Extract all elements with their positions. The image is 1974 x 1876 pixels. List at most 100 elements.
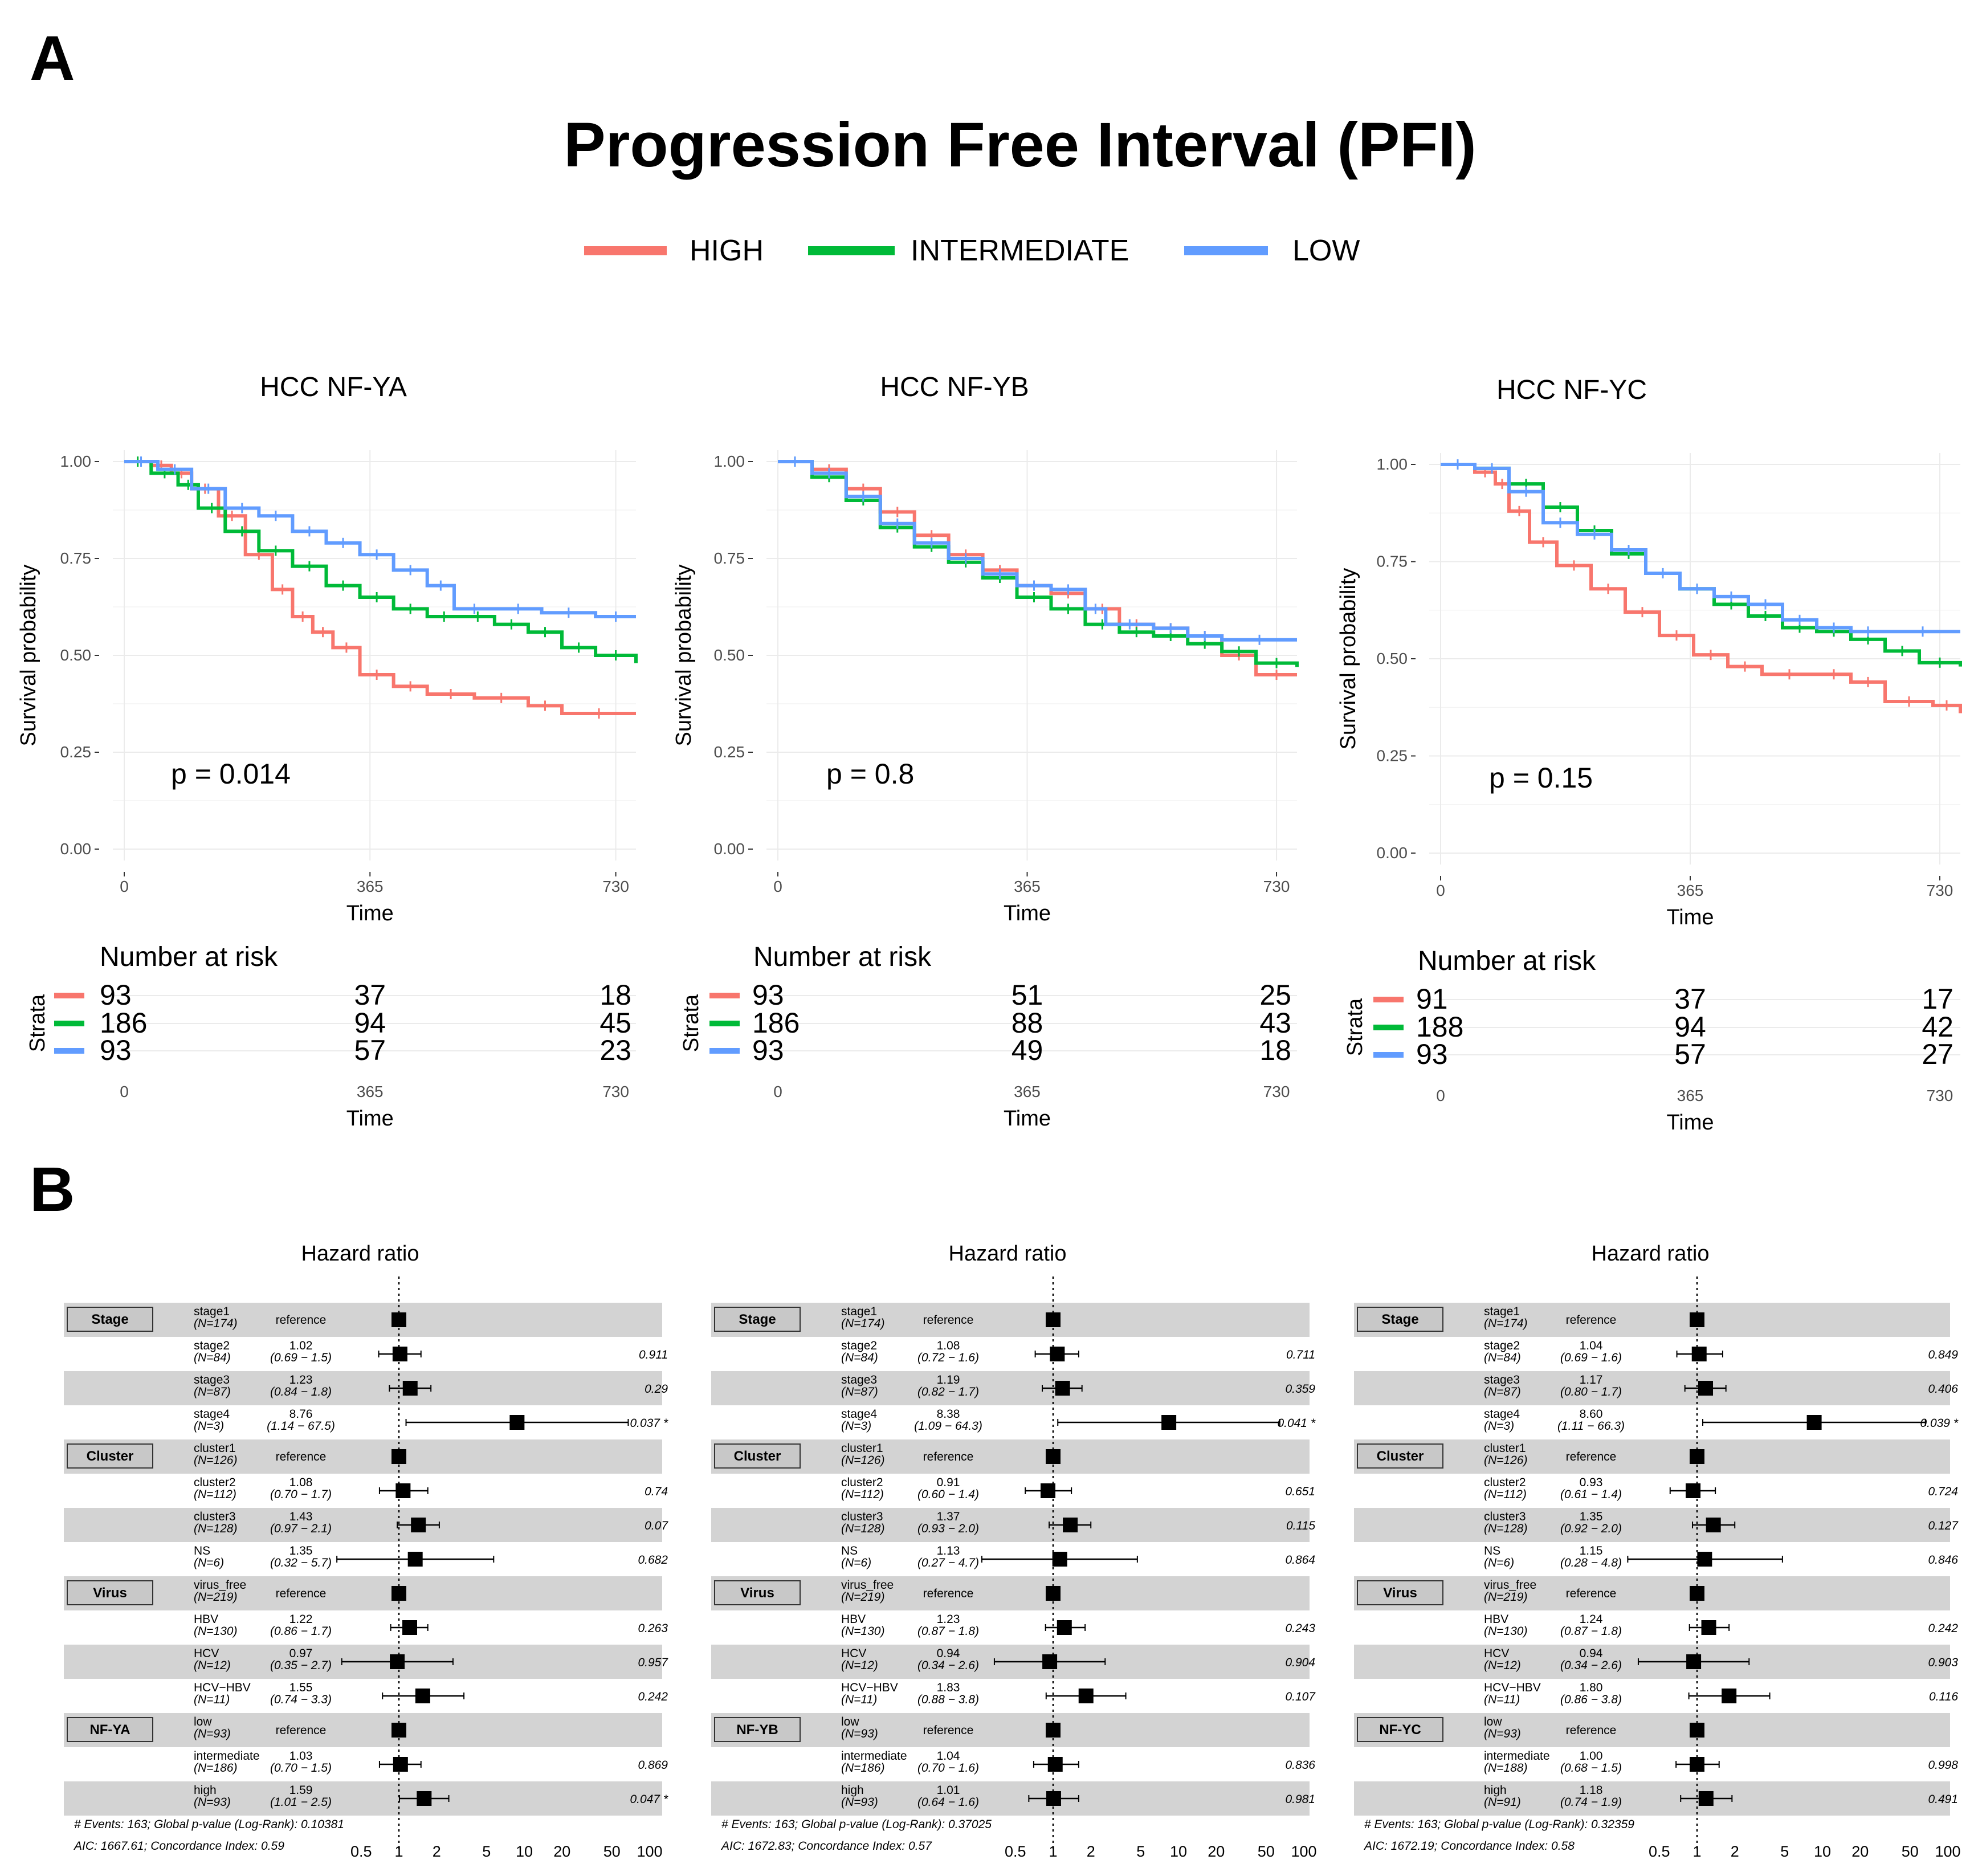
forest-x-tick-label: 5 bbox=[482, 1843, 491, 1860]
forest-row-band bbox=[711, 1713, 1310, 1747]
forest-hr-square bbox=[1046, 1312, 1061, 1327]
forest-p-value: 0.039 * bbox=[1920, 1417, 1958, 1430]
risk-count: 94 bbox=[1674, 1011, 1706, 1043]
km-curve-high bbox=[124, 460, 636, 715]
risk-count: 42 bbox=[1922, 1011, 1953, 1043]
forest-group-box bbox=[1357, 1307, 1443, 1332]
forest-n-label: (N=12) bbox=[194, 1659, 231, 1672]
forest-ci: (0.68 − 1.5) bbox=[1560, 1761, 1622, 1775]
km-title: HCC NF-YA bbox=[260, 372, 407, 402]
risk-count: 43 bbox=[1259, 1007, 1291, 1039]
forest-n-label: (N=112) bbox=[194, 1488, 236, 1501]
forest-group-label: Stage bbox=[91, 1312, 128, 1327]
forest-x-tick-label: 1 bbox=[1049, 1843, 1057, 1860]
forest-hr-square bbox=[1063, 1518, 1078, 1532]
forest-p-value: 0.849 bbox=[1928, 1348, 1958, 1361]
risk-count: 91 bbox=[1416, 983, 1448, 1015]
forest-hr-square bbox=[1050, 1347, 1065, 1361]
km-curve-intermediate bbox=[1441, 463, 1962, 667]
forest-var-label: NS bbox=[1484, 1544, 1500, 1557]
forest-ci: (0.87 − 1.8) bbox=[1560, 1625, 1622, 1638]
forest-p-value: 0.682 bbox=[638, 1553, 668, 1567]
forest-var-label: low bbox=[841, 1715, 859, 1728]
forest-p-value: 0.491 bbox=[1928, 1793, 1958, 1806]
forest-row-band bbox=[1354, 1508, 1950, 1542]
risk-count: 25 bbox=[1259, 979, 1291, 1011]
forest-ci: (0.92 − 2.0) bbox=[1560, 1522, 1622, 1535]
risk-count: 93 bbox=[100, 979, 132, 1011]
forest-n-label: (N=87) bbox=[841, 1385, 878, 1398]
forest-group-label: Cluster bbox=[87, 1449, 134, 1464]
forest-estimate: 1.55 bbox=[289, 1681, 313, 1694]
y-tick-label: 1.00 bbox=[1377, 455, 1408, 473]
forest-hr-square bbox=[1042, 1654, 1058, 1669]
risk-count: 93 bbox=[1416, 1038, 1448, 1070]
forest-p-value: 0.998 bbox=[1928, 1759, 1958, 1772]
forest-p-value: 0.116 bbox=[1929, 1690, 1958, 1703]
y-axis-title: Survival probability bbox=[17, 565, 40, 747]
forest-var-label: virus_free bbox=[194, 1579, 246, 1592]
risk-count: 94 bbox=[354, 1007, 386, 1039]
forest-hr-square bbox=[1046, 1586, 1061, 1601]
forest-ci: (0.28 − 4.8) bbox=[1560, 1556, 1622, 1569]
forest-ci: (0.69 − 1.6) bbox=[1560, 1351, 1622, 1364]
forest-ci: (1.09 − 64.3) bbox=[914, 1420, 982, 1433]
forest-hr-square bbox=[391, 1312, 406, 1327]
forest-ci: (0.60 − 1.4) bbox=[917, 1488, 979, 1501]
forest-estimate: reference bbox=[276, 1587, 327, 1600]
y-tick-label: 0.75 bbox=[1377, 553, 1408, 570]
y-tick-label: 0.00 bbox=[1377, 844, 1408, 862]
forest-row-band bbox=[711, 1508, 1310, 1542]
forest-estimate: 0.97 bbox=[289, 1647, 313, 1660]
forest-n-label: (N=93) bbox=[841, 1796, 878, 1809]
forest-footnote-aic: AIC: 1672.19; Concordance Index: 0.58 bbox=[1363, 1840, 1575, 1853]
forest-estimate: 1.02 bbox=[289, 1339, 313, 1352]
forest-x-tick-label: 5 bbox=[1136, 1843, 1145, 1860]
y-axis-title: Survival probability bbox=[1336, 568, 1360, 750]
forest-var-label: cluster1 bbox=[841, 1442, 883, 1455]
forest-ci: (0.70 − 1.7) bbox=[270, 1488, 332, 1501]
risk-x-axis-title: Time bbox=[1004, 1107, 1051, 1131]
forest-hr-square bbox=[1690, 1757, 1704, 1772]
forest-estimate: 1.17 bbox=[1580, 1373, 1603, 1386]
forest-x-tick-label: 2 bbox=[433, 1843, 441, 1860]
forest-estimate: 1.19 bbox=[937, 1373, 960, 1386]
y-axis-title: Survival probability bbox=[672, 565, 696, 747]
forest-n-label: (N=3) bbox=[194, 1420, 224, 1433]
forest-n-label: (N=11) bbox=[841, 1693, 877, 1706]
forest-n-label: (N=188) bbox=[1484, 1761, 1527, 1775]
risk-time-label: 0 bbox=[1436, 1087, 1445, 1104]
forest-p-value: 0.107 bbox=[1285, 1690, 1316, 1703]
forest-var-label: virus_free bbox=[841, 1579, 894, 1592]
risk-count: 93 bbox=[752, 979, 784, 1011]
risk-table: Number at risk 93 51 25 186 88 43 93 49 18 0 365 730… bbox=[679, 942, 1297, 1131]
forest-ci: (0.27 − 4.7) bbox=[917, 1556, 979, 1569]
y-tick-label: 1.00 bbox=[714, 452, 745, 470]
forest-group-box bbox=[714, 1307, 801, 1332]
forest-row-band bbox=[1354, 1303, 1950, 1337]
forest-group-label: Stage bbox=[1381, 1312, 1418, 1327]
risk-x-axis-title: Time bbox=[1666, 1111, 1714, 1135]
forest-n-label: (N=130) bbox=[1484, 1625, 1527, 1638]
forest-x-tick-label: 0.5 bbox=[350, 1843, 372, 1860]
forest-ci: (1.11 − 66.3) bbox=[1557, 1420, 1625, 1433]
forest-var-label: stage1 bbox=[1484, 1305, 1520, 1318]
forest-p-value: 0.957 bbox=[638, 1656, 668, 1669]
forest-estimate: reference bbox=[1566, 1587, 1617, 1600]
p-value: p = 0.014 bbox=[171, 758, 291, 790]
forest-row-band bbox=[64, 1576, 662, 1610]
forest-row-band bbox=[1354, 1576, 1950, 1610]
forest-var-label: HCV bbox=[1484, 1647, 1509, 1660]
risk-count: 37 bbox=[1674, 983, 1706, 1015]
forest-estimate: reference bbox=[276, 1450, 327, 1463]
forest-x-tick-label: 2 bbox=[1731, 1843, 1739, 1860]
forest-ci: (1.01 − 2.5) bbox=[270, 1796, 332, 1809]
km-panel-3: HCC NF-YC 0.00 0.25 0.50 0.75 1.00 0 365 730 Time… bbox=[1336, 375, 1962, 1135]
forest-ci: (0.80 − 1.7) bbox=[1560, 1385, 1622, 1398]
forest-hr-square bbox=[393, 1757, 408, 1772]
forest-hr-square bbox=[1690, 1586, 1704, 1601]
y-tick-label: 1.00 bbox=[60, 452, 92, 470]
forest-hr-square bbox=[1686, 1654, 1702, 1669]
forest-group-box bbox=[67, 1717, 153, 1742]
